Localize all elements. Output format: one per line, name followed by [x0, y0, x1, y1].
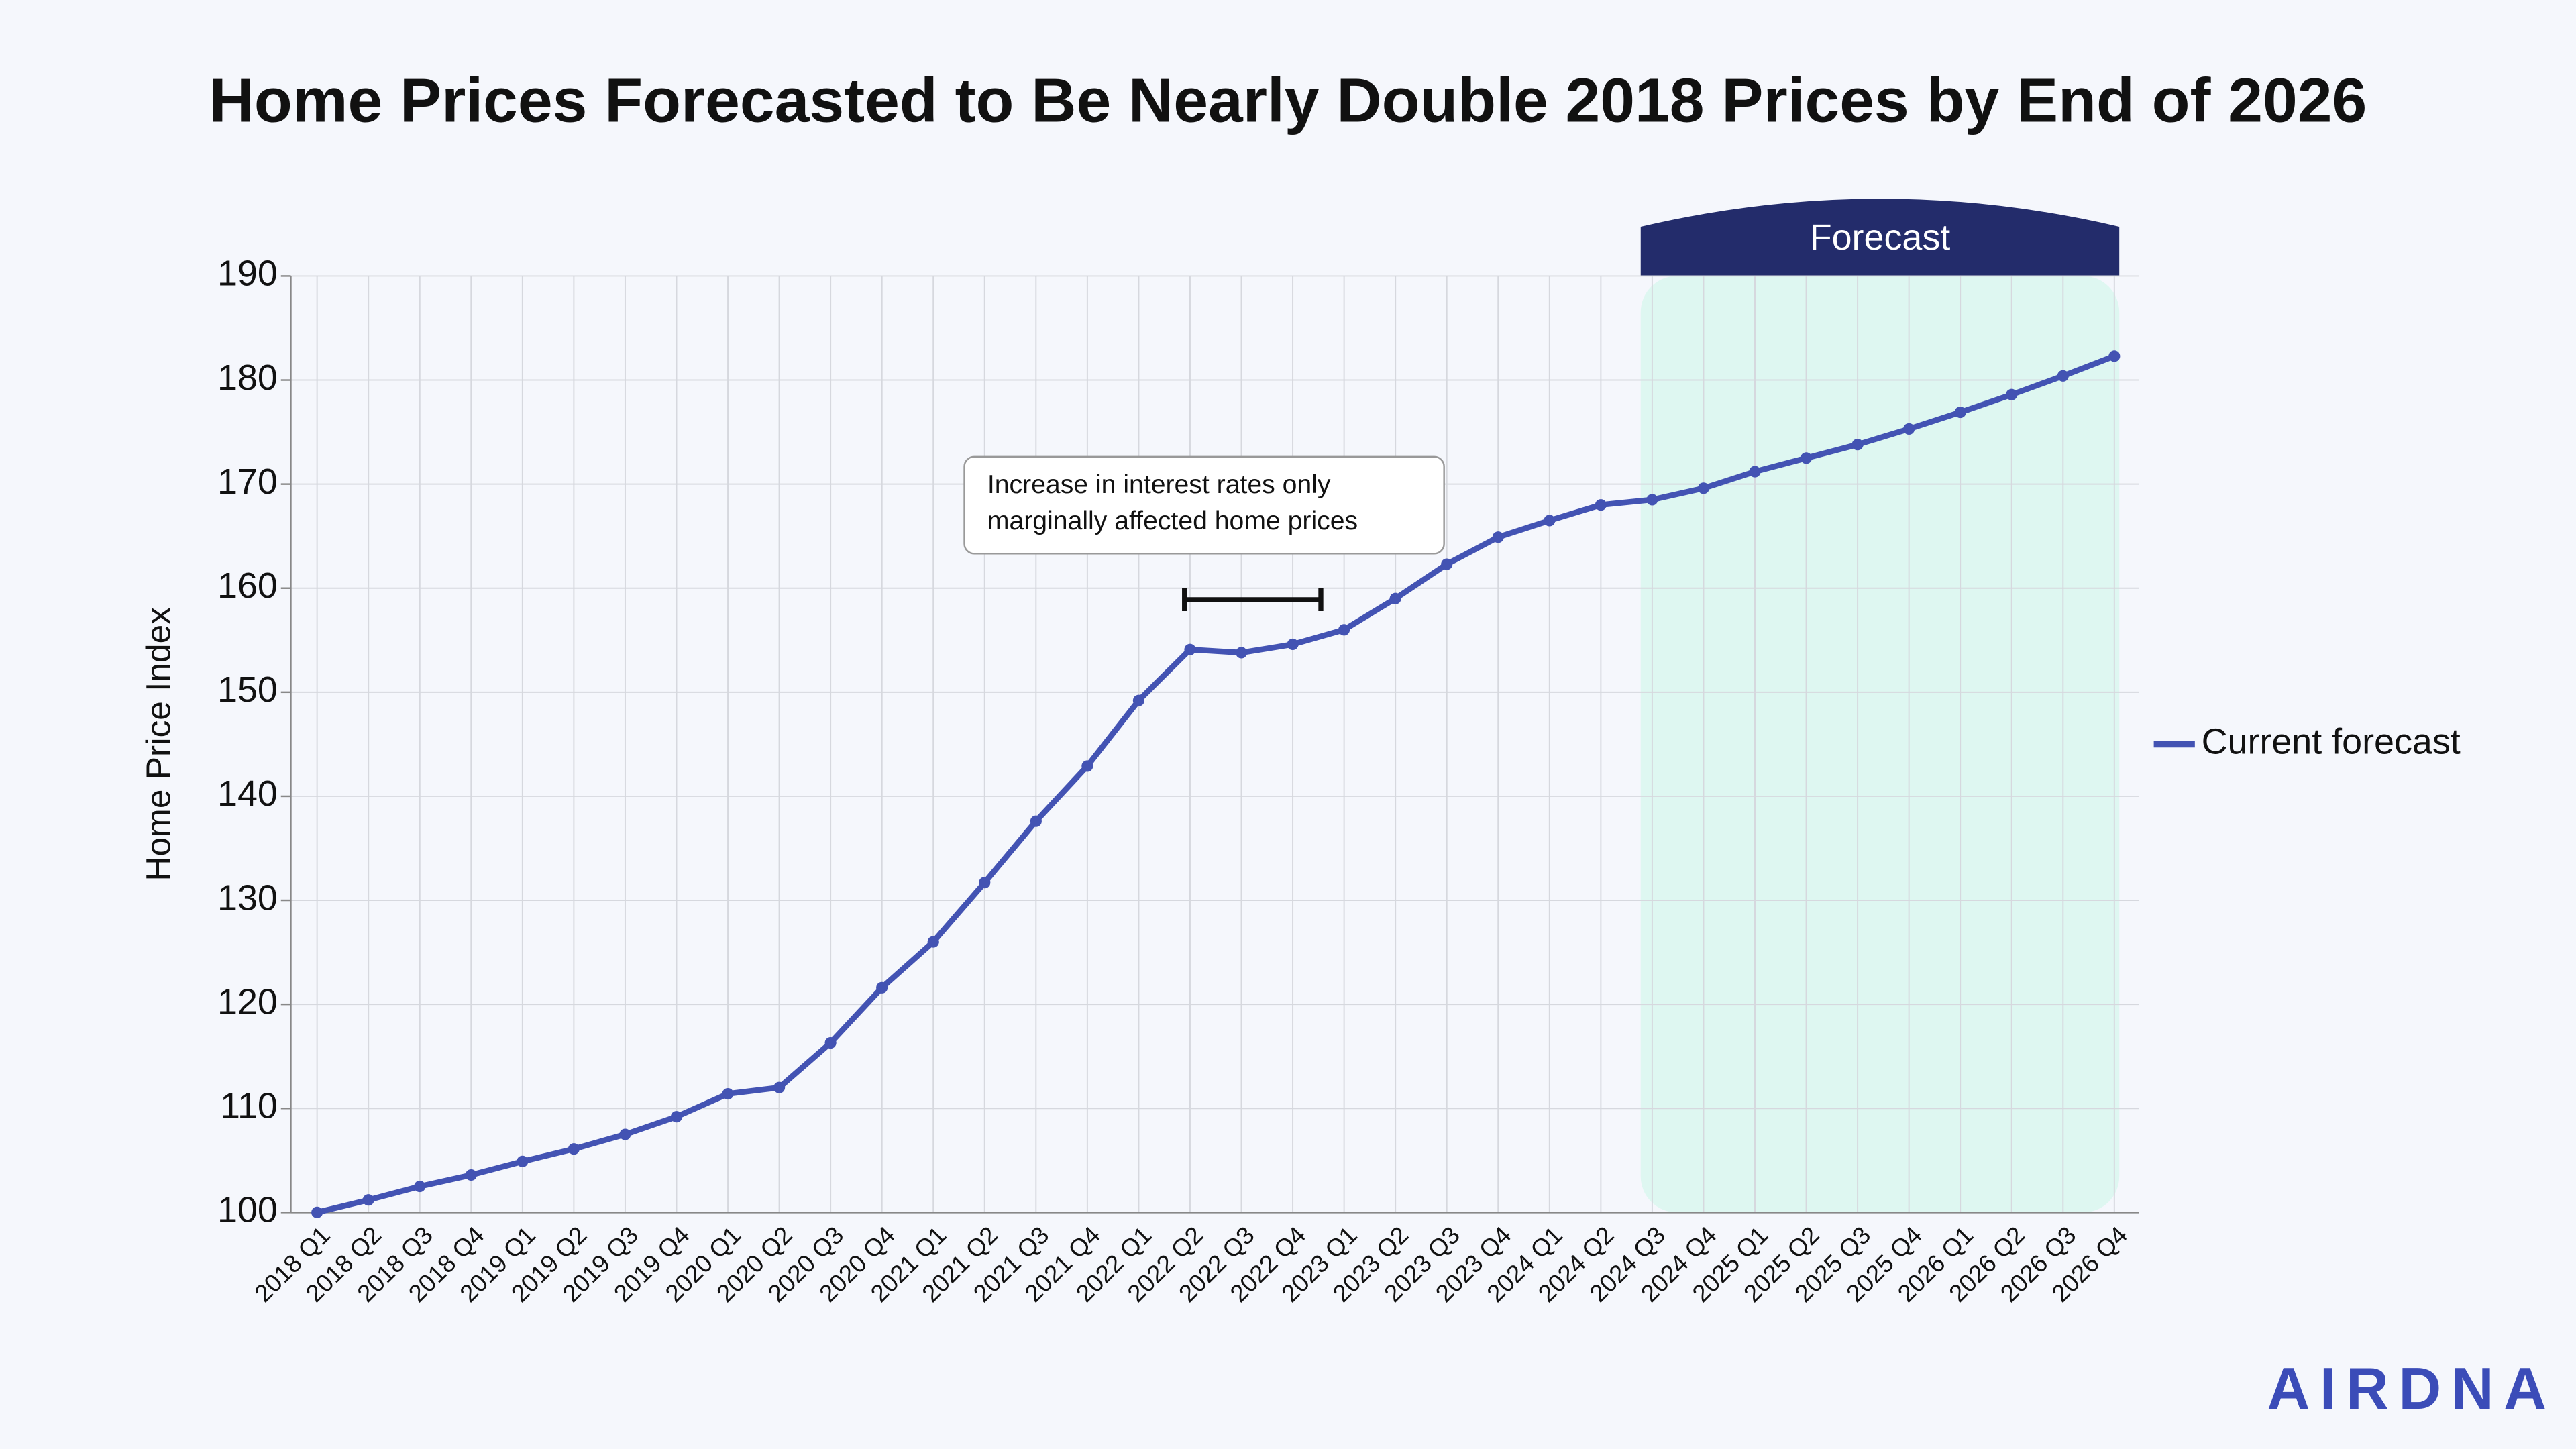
- point: [1697, 482, 1710, 494]
- legend-label: Current forecast: [2202, 722, 2461, 762]
- point: [2006, 388, 2018, 400]
- y-axis-label: Home Price Index: [139, 607, 178, 881]
- point: [1646, 494, 1658, 506]
- point: [1544, 515, 1556, 527]
- y-tick-label: 160: [217, 566, 278, 606]
- point: [465, 1169, 477, 1181]
- point: [927, 936, 939, 948]
- y-tick-label: 150: [217, 669, 278, 710]
- point: [2057, 370, 2069, 382]
- point: [1132, 694, 1144, 706]
- point: [1800, 452, 1813, 464]
- annotation-bracket: [1182, 588, 1324, 612]
- point: [1287, 638, 1299, 651]
- point: [670, 1111, 683, 1123]
- point: [876, 981, 888, 994]
- point: [1749, 466, 1761, 478]
- point: [362, 1194, 374, 1206]
- y-tick-label: 190: [217, 254, 278, 294]
- point: [2108, 350, 2121, 362]
- y-tick-label: 130: [217, 877, 278, 918]
- chart-title: Home Prices Forecasted to Be Nearly Doub…: [209, 65, 2367, 135]
- y-tick-label: 140: [217, 773, 278, 814]
- point: [773, 1081, 786, 1093]
- y-tick-label: 110: [220, 1085, 278, 1126]
- point: [1954, 407, 1966, 419]
- point: [414, 1181, 426, 1193]
- point: [1338, 624, 1350, 636]
- forecast-label: Forecast: [1810, 217, 1951, 258]
- point: [979, 877, 991, 889]
- point: [619, 1128, 631, 1140]
- point: [1184, 643, 1196, 655]
- point: [311, 1206, 323, 1218]
- annotation-text: marginally affected home prices: [987, 506, 1358, 535]
- point: [1030, 815, 1042, 827]
- forecast-region: [1640, 276, 2120, 1213]
- annotation-box: [963, 455, 1445, 555]
- point: [1235, 647, 1248, 659]
- forecast-header: [1640, 199, 2120, 276]
- point: [1851, 439, 1864, 451]
- y-tick-label: 120: [217, 981, 278, 1022]
- point: [1492, 531, 1504, 543]
- point: [1389, 592, 1401, 604]
- y-tick-label: 100: [217, 1190, 278, 1230]
- point: [568, 1143, 580, 1155]
- point: [1903, 423, 1915, 435]
- line: [316, 353, 2116, 1216]
- point: [517, 1155, 529, 1167]
- y-tick-label: 180: [217, 358, 278, 398]
- point: [824, 1036, 837, 1049]
- point: [1441, 558, 1453, 570]
- y-tick-label: 170: [217, 462, 278, 502]
- logo: AIRDNA: [2267, 1355, 2557, 1421]
- annotation-text: Increase in interest rates only: [987, 470, 1331, 499]
- point: [1081, 760, 1093, 772]
- point: [1595, 499, 1607, 511]
- point: [722, 1087, 734, 1100]
